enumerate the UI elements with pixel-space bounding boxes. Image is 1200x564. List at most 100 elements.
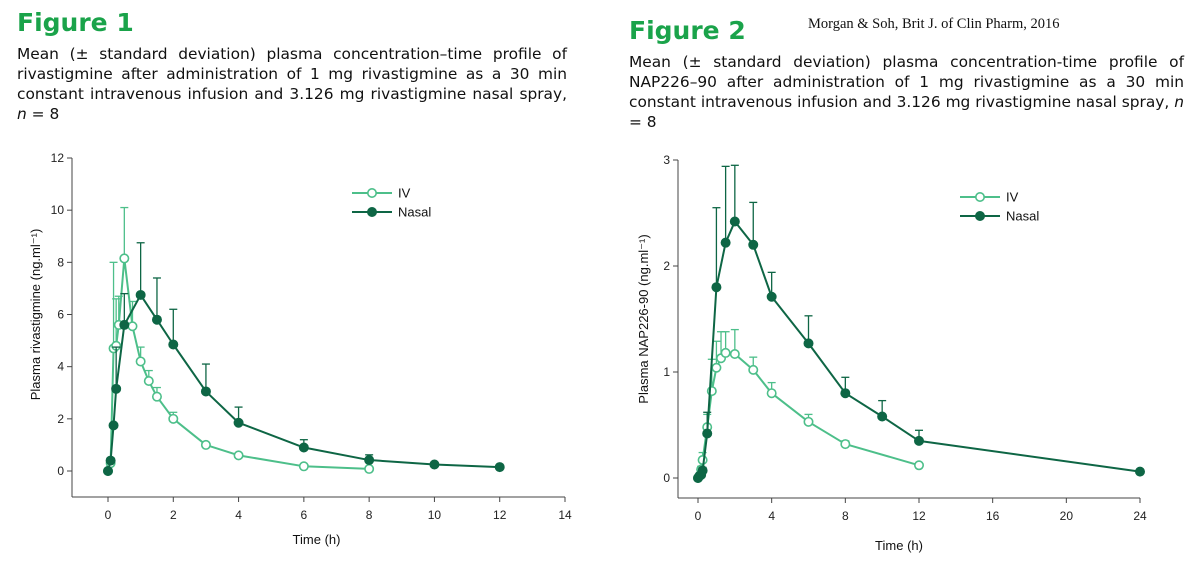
chart1-x-tick-label: 4 bbox=[235, 508, 242, 522]
chart2-point-iv bbox=[711, 362, 722, 373]
chart1-point-iv bbox=[200, 439, 211, 450]
chart2-point-iv bbox=[840, 439, 851, 450]
chart2-point-nasal bbox=[766, 291, 777, 302]
figure2-caption-n: n bbox=[1174, 93, 1184, 111]
chart2-point-nasal bbox=[913, 435, 924, 446]
chart2-point-iv bbox=[748, 364, 759, 375]
chart1-x-tick-label: 2 bbox=[170, 508, 177, 522]
chart1-line-nasal bbox=[107, 293, 500, 472]
legend-label-nasal: Nasal bbox=[1006, 209, 1039, 224]
chart1-point-nasal bbox=[151, 314, 162, 325]
chart2-x-tick-label: 8 bbox=[842, 509, 849, 523]
chart1-point-nasal bbox=[494, 462, 505, 473]
chart1-point-iv bbox=[298, 461, 309, 472]
chart1-x-tick-label: 8 bbox=[366, 508, 373, 522]
chart2-point-iv bbox=[720, 347, 731, 358]
legend-marker-nasal bbox=[974, 211, 985, 222]
figure1-caption-n: n bbox=[17, 105, 27, 123]
chart1-y-tick-label: 6 bbox=[57, 308, 64, 322]
chart2-point-iv bbox=[766, 388, 777, 399]
figure1-caption-text: Mean (± standard deviation) plasma conce… bbox=[17, 45, 567, 103]
chart1-point-iv bbox=[233, 450, 244, 461]
chart2-point-iv bbox=[913, 460, 924, 471]
chart1-point-nasal bbox=[105, 455, 116, 466]
chart1-point-nasal bbox=[233, 417, 244, 428]
chart1-axes: 0 2 4 6 8 10 12 0 2 4 6 8 10 12 14 Time (h) Plasma rivas… bbox=[28, 151, 572, 547]
figure2-caption-n-value: = 8 bbox=[629, 113, 657, 131]
legend-label-iv: IV bbox=[398, 186, 411, 201]
chart1-point-iv bbox=[168, 413, 179, 424]
chart1-point-iv bbox=[151, 391, 162, 402]
chart2-point-nasal bbox=[720, 237, 731, 248]
chart1-y-tick-label: 12 bbox=[51, 151, 65, 165]
chart2-y-tick-label: 2 bbox=[663, 259, 670, 273]
legend-label-nasal: Nasal bbox=[398, 205, 431, 220]
figure1-caption: Mean (± standard deviation) plasma conce… bbox=[17, 44, 567, 124]
chart1-y-tick-label: 2 bbox=[57, 412, 64, 426]
chart2-point-nasal bbox=[1135, 466, 1146, 477]
chart1-series-nasal bbox=[103, 242, 505, 476]
chart1-point-iv bbox=[143, 376, 154, 387]
chart1-point-iv bbox=[135, 356, 146, 367]
chart1-x-tick-label: 12 bbox=[493, 508, 507, 522]
figure2-caption: Mean (± standard deviation) plasma conce… bbox=[629, 52, 1184, 132]
chart2-y-tick-label: 1 bbox=[663, 365, 670, 379]
chart1-series bbox=[103, 206, 505, 476]
chart2-legend: IV Nasal bbox=[960, 190, 1039, 224]
chart1-y-tick-label: 4 bbox=[57, 360, 64, 374]
chart1-point-nasal bbox=[364, 455, 375, 466]
chart1-point-nasal bbox=[298, 442, 309, 453]
chart1-point-nasal bbox=[111, 383, 122, 394]
chart2-point-nasal bbox=[729, 216, 740, 227]
chart2-point-nasal bbox=[840, 388, 851, 399]
chart2-x-tick-label: 12 bbox=[912, 509, 926, 523]
figure2-title: Figure 2 bbox=[629, 16, 746, 45]
legend-marker-nasal bbox=[366, 207, 377, 218]
chart1-point-iv bbox=[119, 253, 130, 264]
chart2-point-nasal bbox=[803, 338, 814, 349]
chart1-legend: IV Nasal bbox=[352, 186, 431, 220]
chart2-y-axis-label: Plasma NAP226-90 (ng.ml⁻¹) bbox=[636, 234, 651, 403]
chart2-point-iv bbox=[729, 348, 740, 359]
chart1-x-tick-label: 0 bbox=[105, 508, 112, 522]
chart2-series-iv bbox=[692, 328, 924, 483]
chart1-y-tick-label: 0 bbox=[57, 464, 64, 478]
chart-figure1: 0 2 4 6 8 10 12 0 2 4 6 8 10 12 14 Time (h) Plasma rivas… bbox=[28, 151, 572, 547]
chart2-point-nasal bbox=[877, 411, 888, 422]
chart2-point-nasal bbox=[748, 239, 759, 250]
chart1-x-tick-label: 14 bbox=[558, 508, 572, 522]
legend-marker-iv bbox=[366, 188, 377, 199]
chart2-point-nasal bbox=[697, 465, 708, 476]
chart1-point-nasal bbox=[103, 465, 114, 476]
chart2-y-tick-label: 3 bbox=[663, 153, 670, 167]
chart2-x-tick-label: 4 bbox=[768, 509, 775, 523]
chart1-point-nasal bbox=[119, 319, 130, 330]
legend-marker-iv bbox=[974, 192, 985, 203]
chart2-x-tick-label: 16 bbox=[986, 509, 1000, 523]
legend-label-iv: IV bbox=[1006, 190, 1019, 205]
chart1-point-nasal bbox=[168, 339, 179, 350]
chart1-point-nasal bbox=[200, 386, 211, 397]
chart1-x-tick-label: 6 bbox=[301, 508, 308, 522]
chart1-x-axis-label: Time (h) bbox=[293, 532, 341, 547]
chart2-point-nasal bbox=[711, 282, 722, 293]
chart1-point-nasal bbox=[135, 289, 146, 300]
chart2-series bbox=[692, 164, 1146, 483]
chart1-point-nasal bbox=[429, 459, 440, 470]
figure1-caption-n-value: = 8 bbox=[26, 105, 60, 123]
chart1-x-tick-label: 10 bbox=[428, 508, 442, 522]
chart1-y-tick-label: 8 bbox=[57, 255, 64, 269]
chart2-x-tick-label: 24 bbox=[1133, 509, 1147, 523]
chart2-x-tick-label: 0 bbox=[695, 509, 702, 523]
chart2-point-iv bbox=[803, 416, 814, 427]
chart2-y-tick-label: 0 bbox=[663, 471, 670, 485]
citation: Morgan & Soh, Brit J. of Clin Pharm, 201… bbox=[808, 16, 1060, 32]
chart1-y-tick-label: 10 bbox=[51, 203, 65, 217]
figure2-caption-text: Mean (± standard deviation) plasma conce… bbox=[629, 53, 1184, 111]
figure1-title: Figure 1 bbox=[17, 8, 134, 37]
chart2-series-nasal bbox=[692, 164, 1146, 483]
chart2-x-axis-label: Time (h) bbox=[875, 538, 923, 553]
chart1-y-axis-label: Plasma rivastigmine (ng.ml⁻¹) bbox=[28, 229, 43, 401]
